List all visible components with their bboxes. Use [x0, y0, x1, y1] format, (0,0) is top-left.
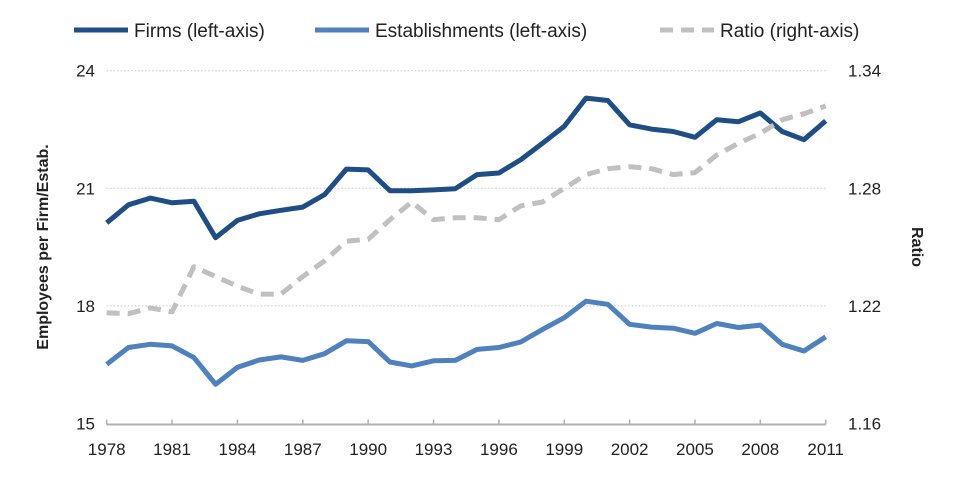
series-line-establishments	[105, 298, 828, 387]
legend-label: Firms (left-axis)	[134, 21, 265, 42]
x-tick-label: 2008	[741, 440, 779, 459]
x-tick-label: 2002	[611, 440, 649, 459]
y2-tick-label: 1.28	[848, 179, 881, 198]
y2-tick-label: 1.16	[848, 415, 881, 434]
y-tick-label: 24	[76, 62, 95, 81]
x-tick-label: 1990	[349, 440, 387, 459]
x-tick-label: 2011	[807, 440, 844, 459]
series-line-ratio	[106, 103, 827, 317]
y-tick-label: 21	[76, 179, 95, 198]
series-line-firms	[105, 95, 828, 241]
y-tick-label: 18	[76, 297, 95, 316]
x-tick-label: 1981	[153, 440, 191, 459]
x-tick-label: 2005	[676, 440, 714, 459]
legend-label: Ratio (right-axis)	[720, 21, 859, 42]
x-tick-label: 1978	[88, 440, 126, 459]
x-tick-label: 1993	[415, 440, 453, 459]
y2-tick-label: 1.22	[848, 297, 881, 316]
y2-tick-label: 1.34	[848, 62, 881, 81]
legend: Firms (left-axis) Establishments (left-ax…	[74, 21, 859, 42]
x-tick-label: 1999	[545, 440, 583, 459]
y2-axis-label: Ratio	[908, 227, 925, 267]
y-axis-label: Employees per Firm/Estab.	[35, 144, 52, 349]
gridlines	[106, 70, 826, 307]
x-tick-label: 1996	[480, 440, 518, 459]
y-tick-label: 15	[76, 415, 95, 434]
x-tick-label: 1984	[219, 440, 257, 459]
legend-label: Establishments (left-axis)	[375, 21, 587, 42]
x-tick-label: 1987	[284, 440, 322, 459]
axes: 15 18 21 24 1.16 1.22 1.28 1.34 1978 1981 1984 1987…	[76, 62, 881, 459]
series-lines	[105, 95, 828, 387]
